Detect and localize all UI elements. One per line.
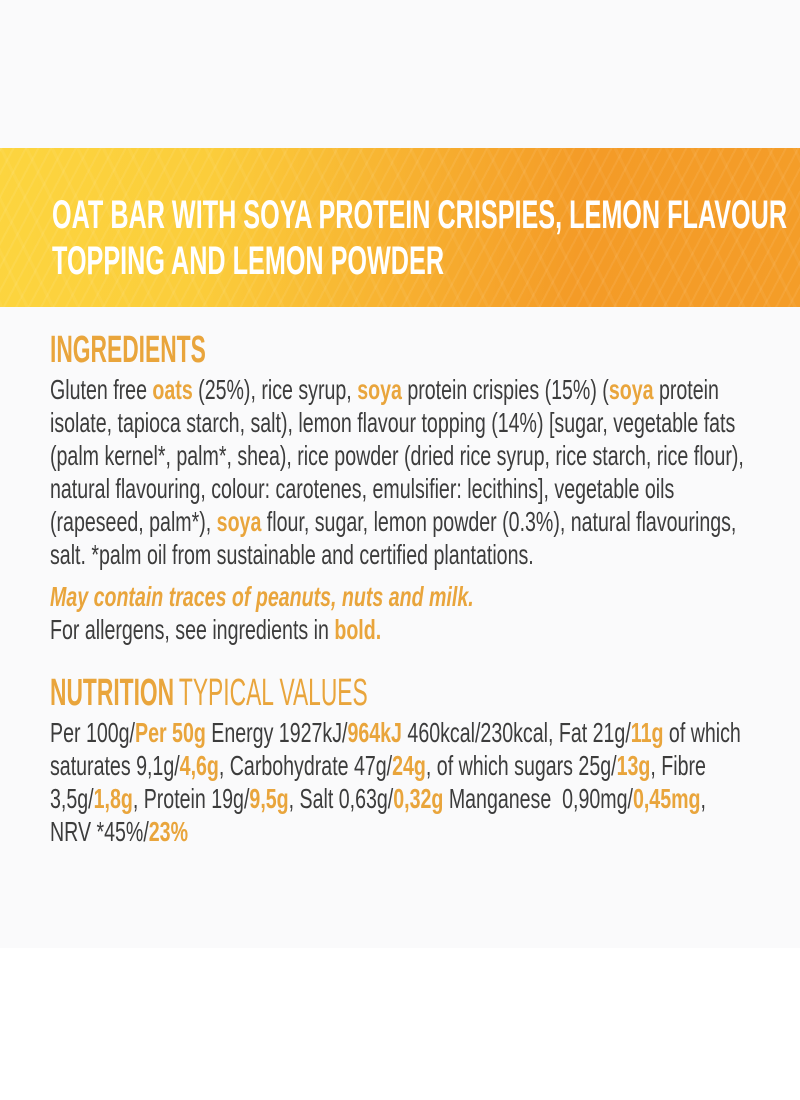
product-title-line-2: TOPPING AND LEMON POWDER — [52, 239, 445, 283]
ingredients-heading: INGREDIENTS — [50, 329, 206, 371]
allergen-note: For allergens, see ingredients in bold. — [50, 614, 382, 645]
nutrition-heading-word: NUTRITION — [50, 672, 175, 714]
ingredients-section: INGREDIENTS Gluten free oats (25%), rice… — [50, 329, 750, 646]
ingredients-heading-row: INGREDIENTS — [50, 329, 750, 371]
product-title-banner: OAT BAR WITH SOYA PROTEIN CRISPIES, LEMO… — [0, 148, 800, 307]
ingredients-text: Gluten free oats (25%), rice syrup, soya… — [50, 374, 750, 570]
allergen-warning: May contain traces of peanuts, nuts and … — [50, 581, 474, 612]
nutrition-text: Per 100g/Per 50g Energy 1927kJ/964kJ 460… — [50, 717, 747, 847]
nutrition-heading-subtitle: TYPICAL VALUES — [178, 672, 368, 714]
label-content: INGREDIENTS Gluten free oats (25%), rice… — [0, 329, 800, 848]
product-title-line-1: OAT BAR WITH SOYA PROTEIN CRISPIES, LEMO… — [52, 193, 788, 237]
nutrition-section: NUTRITION TYPICAL VALUES Per 100g/Per 50g… — [50, 672, 750, 848]
nutrition-heading-row: NUTRITION TYPICAL VALUES — [50, 672, 750, 714]
nutrition-heading: NUTRITION TYPICAL VALUES — [50, 672, 368, 714]
